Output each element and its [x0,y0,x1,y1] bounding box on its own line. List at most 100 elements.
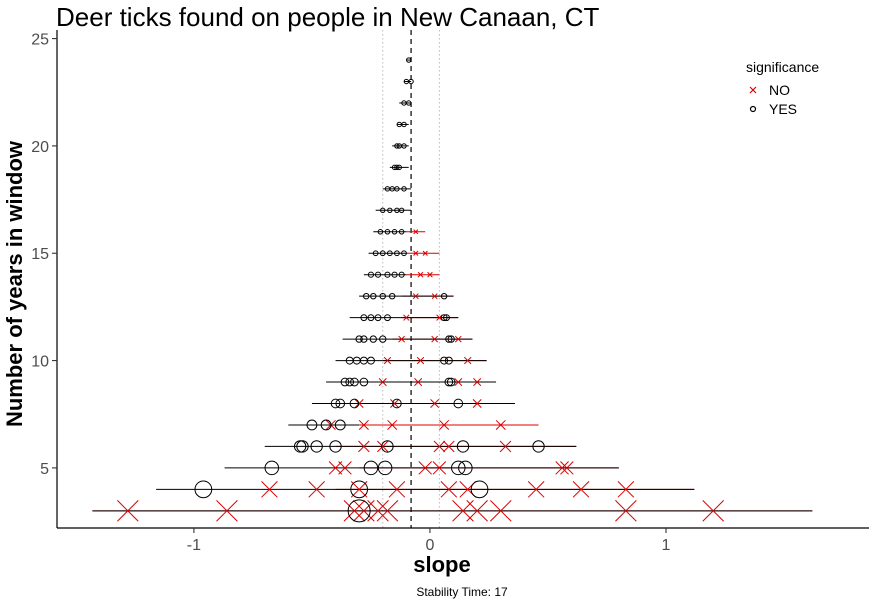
x-tick-label: 1 [662,537,671,554]
point-significant [381,440,394,453]
point-not-significant [489,500,512,522]
point-not-significant [432,461,447,475]
point-significant [379,335,387,343]
point-significant [360,335,368,343]
point-not-significant [383,356,392,365]
point-not-significant [527,481,545,498]
point-not-significant [454,378,463,387]
point-significant [445,335,453,343]
point-not-significant [387,419,398,430]
point-significant [340,377,350,387]
y-tick-label: 25 [31,32,49,49]
point-significant [374,314,382,322]
legend-marker-circle [749,105,757,113]
point-significant [306,419,318,431]
y-tick-label: 5 [40,461,49,478]
point-significant [329,440,342,453]
point-significant [391,271,398,278]
point-significant [394,250,400,257]
point-significant [458,460,473,476]
y-axis-title: Number of years in window [2,140,27,427]
legend-marker-x [749,86,757,94]
point-significant [406,57,412,63]
axes [56,30,869,529]
point-not-significant [358,440,370,453]
point-not-significant [350,481,368,498]
chart-caption: Stability Time: 17 [416,585,508,599]
point-significant [392,398,402,409]
point-not-significant [367,500,389,522]
point-not-significant [403,314,410,321]
point-significant [451,460,466,476]
point-significant [379,250,386,257]
point-significant [440,356,449,365]
point-significant [369,335,378,343]
point-not-significant [555,461,569,475]
point-not-significant [427,271,433,278]
point-significant [359,377,369,387]
point-significant [440,292,448,300]
point-not-significant [440,481,458,498]
point-significant [366,356,375,365]
point-significant [384,271,391,278]
point-significant [388,292,396,300]
point-significant [396,164,402,171]
point-not-significant [617,481,635,498]
point-significant [330,398,341,409]
point-significant [406,100,412,106]
point-significant [440,314,448,322]
y-tick-label: 15 [31,246,49,263]
x-tick-label: 0 [426,537,435,554]
point-significant [350,480,369,499]
point-not-significant [473,378,482,387]
point-significant [391,229,398,235]
point-not-significant [388,481,406,498]
point-not-significant [343,500,366,522]
point-not-significant [216,500,238,522]
point-significant [401,121,407,128]
point-significant [380,207,386,214]
point-significant [453,398,464,409]
point-significant [386,250,393,257]
point-significant [456,440,470,453]
legend-label: YES [769,101,797,117]
point-not-significant [433,440,446,453]
point-not-significant [417,271,424,278]
legend-label: NO [769,82,790,98]
point-significant [444,356,453,365]
point-significant [377,460,393,476]
point-significant [347,499,371,523]
point-not-significant [430,399,440,408]
point-not-significant [413,229,419,235]
point-not-significant [414,378,423,387]
point-significant [398,207,405,214]
point-not-significant [443,440,455,453]
point-significant [320,419,332,431]
point-not-significant [560,461,574,475]
y-tick-label: 20 [31,139,49,156]
x-axis-title: slope [413,552,470,577]
point-significant [367,314,375,322]
point-not-significant [378,378,387,387]
point-not-significant [464,356,472,365]
point-significant [444,377,454,387]
point-not-significant [499,440,512,453]
legend: significance NO YES [746,59,819,117]
point-significant [334,419,346,431]
point-significant [394,164,400,171]
point-not-significant [472,399,482,408]
point-not-significant [431,335,439,343]
point-significant [374,271,382,278]
point-significant [370,292,377,300]
point-not-significant [398,335,406,343]
point-not-significant [454,335,462,343]
point-significant [384,229,391,235]
point-significant [379,292,386,300]
point-significant [401,250,407,257]
legend-title: significance [746,59,819,75]
point-significant [401,186,407,192]
point-significant [335,398,346,409]
point-not-significant [328,461,343,475]
point-not-significant [466,500,488,522]
point-significant [447,335,455,343]
